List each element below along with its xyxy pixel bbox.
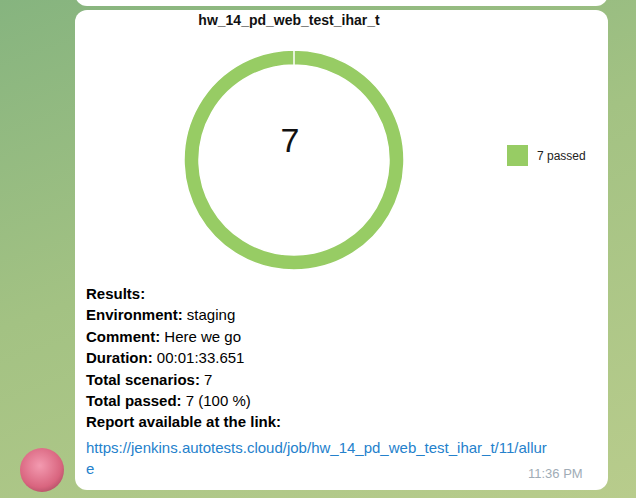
html-text:7 passed: 7 passed (537, 148, 586, 163)
html-text:Comment: Here we go: Comment: Here we go (86, 327, 242, 345)
html-text:Results:: Results: (86, 285, 146, 302)
svg-text:7: 7 (281, 121, 300, 159)
html-text:11:36 PM: 11:36 PM (528, 466, 583, 481)
html-text:Duration: 00:01:33.651: Duration: 00:01:33.651 (86, 349, 245, 367)
html-text:Report available at the link:: Report available at the link: (86, 413, 282, 431)
html-text:https://jenkins.autotests.clou: https://jenkins.autotests.cloud/job/hw_1… (86, 438, 547, 478)
html-text:Total scenarios: 7: Total scenarios: 7 (86, 370, 213, 388)
html-text:Environment: staging: Environment: staging (86, 306, 236, 324)
html-text:Total passed: 7 (100 %): Total passed: 7 (100 %) (86, 392, 251, 409)
html-text:hw_14_pd_web_test_ihar_t: hw_14_pd_web_test_ihar_t (198, 12, 380, 28)
